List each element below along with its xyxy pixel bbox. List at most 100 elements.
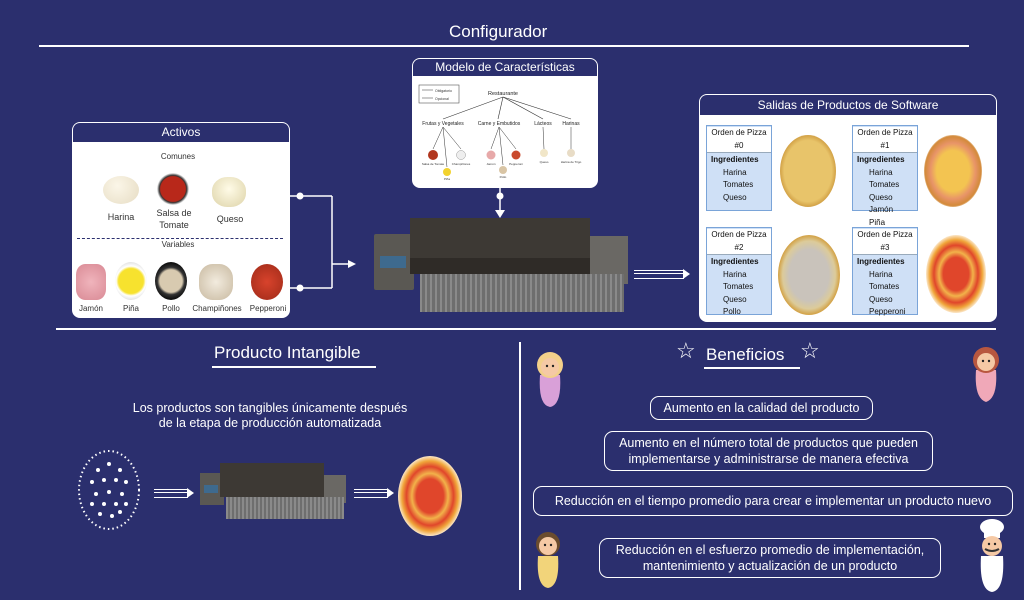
var-pina-label: Piña — [122, 304, 139, 313]
order-3-item: Tomates — [869, 282, 900, 291]
order-0-item: Harina — [723, 167, 747, 177]
pizza-2-image — [778, 235, 840, 315]
activos-title: Activos — [73, 123, 289, 143]
order-card-1: Orden de Pizza #1 Ingredientes Harina To… — [852, 125, 918, 227]
order-2-item: Queso — [723, 294, 747, 304]
order-1-item: Queso — [869, 192, 893, 202]
order-1-item: Harina — [869, 167, 893, 177]
order-2-title: Orden de Pizza #2 — [707, 229, 771, 255]
order-1-title: Orden de Pizza #1 — [853, 127, 917, 153]
jamon-image — [76, 264, 106, 300]
order-2-ingredientes: Ingredientes — [711, 257, 759, 266]
fm-root: Restaurante — [488, 91, 518, 97]
vertical-divider — [519, 342, 521, 590]
order-0-ingredientes: Ingredientes — [711, 155, 759, 164]
character-brown-icon — [536, 532, 560, 588]
feature-model-diagram: Obligatorio Opcional Restaurante Frutas … — [418, 84, 582, 181]
benefit-2: Aumento en el número total de productos … — [604, 431, 933, 471]
order-2-item: Champiñones — [711, 319, 772, 322]
fm-leaf-pollo: Pollo — [500, 175, 507, 179]
intangible-arrow-2 — [354, 488, 394, 498]
order-1-ingredientes: Ingredientes — [857, 155, 905, 164]
star-icon: ☆ — [676, 338, 696, 363]
character-redhead-icon — [973, 347, 999, 402]
order-3-title: Orden de Pizza #3 — [853, 229, 917, 255]
var-pollo-label: Pollo — [162, 304, 180, 313]
fm-group-carne: Carne y Embutidos — [478, 121, 521, 127]
fm-group-harinas: Harinas — [562, 121, 580, 127]
intangible-title: Producto Intangible — [214, 343, 361, 362]
var-jamon-label: Jamón — [78, 304, 103, 313]
production-machine — [374, 218, 628, 312]
activos-connector — [288, 192, 356, 292]
order-0-item: Queso — [723, 192, 747, 202]
production-machine-small — [200, 463, 346, 519]
beneficios-title: Beneficios — [706, 345, 785, 364]
queso-image — [212, 177, 246, 207]
pizza-result-image — [398, 456, 462, 536]
comunes-label: Comunes — [160, 152, 196, 161]
intangible-description: Los productos son tangibles únicamente d… — [132, 401, 408, 430]
intangible-underline — [212, 366, 376, 368]
configurador-underline — [39, 45, 969, 47]
fm-leaf-pepperoni: Pepperoni — [509, 162, 523, 166]
comun-queso-label: Queso — [216, 214, 244, 224]
salsa-image — [157, 173, 189, 205]
benefit-4: Reducción en el esfuerzo promedio de imp… — [599, 538, 941, 578]
character-blonde-icon — [537, 352, 563, 407]
fm-leaf-pina: Piña — [444, 177, 450, 181]
character-chef-icon — [980, 519, 1004, 592]
feature-model-panel: Modelo de Características Obligatorio Op… — [412, 58, 598, 188]
order-3-item: Harina — [869, 269, 893, 279]
order-card-2: Orden de Pizza #2 Ingredientes Harina To… — [706, 227, 772, 321]
fm-leaf-jamon: Jamón — [486, 162, 495, 166]
legend-opcional: Opcional — [435, 97, 449, 101]
activos-divider — [77, 238, 283, 239]
benefit-1: Aumento en la calidad del producto — [650, 396, 873, 420]
order-2-item: Tomates — [723, 282, 754, 291]
fm-leaf-salsa: Salsa de Tomate — [422, 162, 445, 166]
pollo-image — [155, 262, 187, 300]
harina-image — [103, 176, 139, 204]
activos-panel: Activos Comunes Harina Salsa de Tomate Q… — [72, 122, 290, 318]
intangible-arrow-1 — [154, 488, 194, 498]
fm-leaf-harina: Harina de Trigo — [561, 160, 582, 164]
order-0-item: Tomates — [723, 180, 754, 189]
fm-leaf-champinones: Champiñones — [452, 162, 471, 166]
variables-label: Variables — [161, 240, 195, 249]
order-1-item: Tomates — [869, 180, 900, 189]
salidas-title: Salidas de Productos de Software — [700, 95, 996, 116]
pepperoni-image — [251, 264, 283, 300]
pizza-0-image — [780, 135, 836, 207]
fm-group-frutas: Frutas y Vegetales — [422, 121, 464, 127]
champinones-image — [199, 264, 233, 300]
var-champinones-label: Champiñones — [192, 304, 242, 313]
legend-obligatorio: Obligatorio — [435, 89, 452, 93]
dough-outline-icon — [78, 450, 140, 530]
pizza-1-image — [924, 135, 982, 207]
order-3-item: Pepperoni — [869, 307, 906, 316]
output-arrow — [634, 269, 690, 279]
fm-group-lacteos: Lácteos — [534, 121, 552, 127]
comun-harina-label: Harina — [107, 212, 135, 222]
comun-salsa-label: Salsa de Tomate — [156, 208, 192, 230]
pizza-3-image — [926, 235, 986, 313]
order-card-0: Orden de Pizza #0 Ingredientes Harina To… — [706, 125, 772, 211]
section-divider — [56, 328, 996, 330]
order-2-item: Harina — [723, 269, 747, 279]
salidas-panel: Salidas de Productos de Software Orden d… — [699, 94, 997, 322]
order-1-item: Piña — [869, 217, 886, 227]
configurador-title: Configurador — [449, 22, 548, 41]
star-icon: ☆ — [800, 338, 820, 363]
order-1-item: Jamón — [869, 205, 894, 214]
order-3-item: Queso — [869, 294, 893, 304]
order-2-item: Pollo — [723, 307, 741, 316]
var-pepperoni-label: Pepperoni — [249, 304, 287, 313]
order-3-ingredientes: Ingredientes — [857, 257, 905, 266]
feature-model-title: Modelo de Características — [413, 59, 597, 77]
fm-leaf-queso: Queso — [540, 160, 549, 164]
model-connector — [495, 186, 505, 218]
pina-image — [115, 262, 147, 300]
beneficios-underline — [704, 367, 800, 369]
benefit-3: Reducción en el tiempo promedio para cre… — [533, 486, 1013, 516]
